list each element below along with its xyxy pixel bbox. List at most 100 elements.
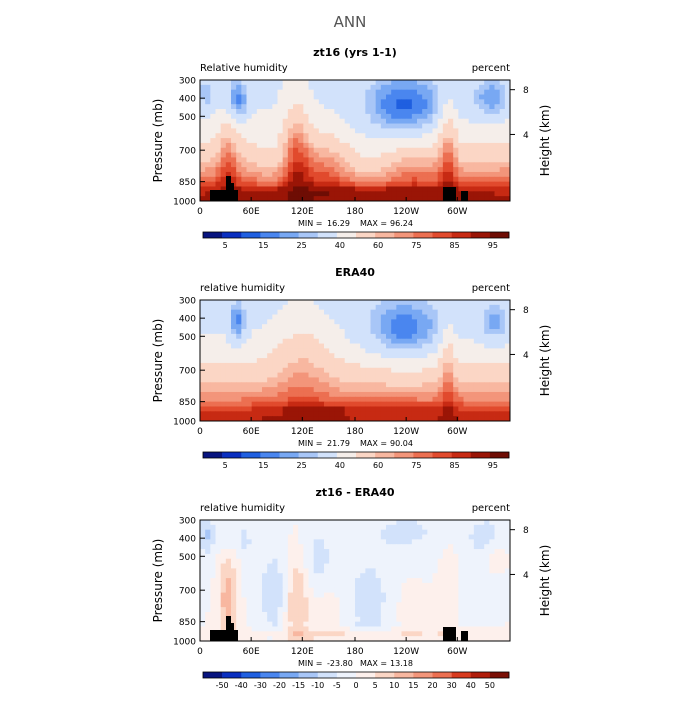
contour-cell <box>349 118 356 124</box>
contour-cell <box>246 157 253 163</box>
contour-cell <box>251 171 258 178</box>
contour-cell <box>494 167 501 173</box>
contour-cell <box>422 167 428 173</box>
contour-cell <box>375 549 382 555</box>
contour-cell <box>370 162 377 168</box>
contour-cell <box>334 152 340 158</box>
contour-cell <box>453 133 459 139</box>
contour-cell <box>484 367 490 373</box>
contour-cell <box>339 324 346 330</box>
contour-cell <box>251 592 258 598</box>
contour-cell <box>442 529 449 535</box>
contour-cell <box>468 416 475 422</box>
contour-cell <box>479 113 485 120</box>
contour-cell <box>298 544 304 550</box>
contour-cell <box>215 621 222 627</box>
contour-cell <box>241 191 247 197</box>
contour-cell <box>401 353 408 359</box>
contour-cell <box>256 411 263 417</box>
contour-cell <box>220 372 227 378</box>
contour-cell <box>432 142 439 149</box>
contour-cell <box>344 396 351 403</box>
contour-cell <box>329 147 335 153</box>
contour-cell <box>355 319 361 325</box>
contour-cell <box>272 343 278 349</box>
contour-cell <box>246 113 253 120</box>
contour-cell <box>318 128 325 134</box>
units-label: percent <box>472 63 510 74</box>
contour-cell <box>370 89 377 95</box>
contour-cell <box>205 602 211 608</box>
contour-cell <box>386 631 392 637</box>
contour-cell <box>411 319 418 325</box>
contour-cell <box>417 181 423 187</box>
contour-cell <box>200 573 206 579</box>
contour-cell <box>386 338 392 344</box>
contour-cell <box>370 568 377 574</box>
contour-cell <box>453 338 459 344</box>
contour-cell <box>287 300 294 306</box>
contour-cell <box>380 84 387 91</box>
contour-cell <box>473 196 480 202</box>
contour-cell <box>277 123 284 129</box>
contour-cell <box>344 142 351 149</box>
contour-cell <box>344 558 351 564</box>
contour-cell <box>396 539 402 545</box>
contour-cell <box>344 80 351 86</box>
contour-cell <box>339 401 346 407</box>
contour-cell <box>442 621 449 627</box>
contour-cell <box>417 162 423 168</box>
contour-cell <box>401 592 408 598</box>
contour-cell <box>349 84 356 91</box>
contour-cell <box>365 333 371 340</box>
contour-cell <box>448 396 454 403</box>
contour-cell <box>272 94 278 100</box>
contour-cell <box>406 104 413 110</box>
contour-cell <box>318 358 325 364</box>
contour-cell <box>256 167 263 173</box>
contour-cell <box>396 602 402 608</box>
contour-cell <box>463 553 470 560</box>
contour-cell <box>406 113 413 120</box>
contour-cell <box>272 631 278 637</box>
contour-cell <box>396 520 402 526</box>
contour-cell <box>463 186 470 192</box>
contour-cell <box>225 396 232 403</box>
contour-cell <box>427 196 433 202</box>
contour-cell <box>318 186 325 192</box>
contour-cell <box>422 123 428 129</box>
max-value: 96.24 <box>390 219 413 228</box>
contour-cell <box>396 319 402 325</box>
contour-cell <box>215 553 222 560</box>
contour-cell <box>411 416 418 422</box>
contour-cell <box>411 372 418 378</box>
contour-cell <box>448 329 454 335</box>
contour-cell <box>380 333 387 340</box>
contour-cell <box>463 319 470 325</box>
contour-cell <box>442 353 449 359</box>
contour-cell <box>210 597 216 603</box>
contour-cell <box>370 626 377 632</box>
contour-cell <box>396 191 402 197</box>
contour-cell <box>246 616 253 623</box>
contour-cell <box>200 524 206 531</box>
contour-cell <box>215 611 222 618</box>
contour-cell <box>246 607 253 613</box>
contour-cell <box>215 396 222 403</box>
contour-cell <box>262 314 268 320</box>
contour-cell <box>303 592 309 598</box>
contour-cell <box>256 587 263 593</box>
contour-cell <box>499 142 506 149</box>
contour-cell <box>293 348 299 354</box>
contour-cell <box>282 358 289 364</box>
panel-title: ERA40 <box>335 266 375 279</box>
contour-cell <box>339 338 346 344</box>
contour-cell <box>406 582 413 589</box>
contour-cell <box>215 304 222 311</box>
contour-cell <box>386 353 392 359</box>
contour-cell <box>298 558 304 564</box>
contour-cell <box>210 396 216 403</box>
contour-cell <box>479 333 485 340</box>
contour-cell <box>422 367 428 373</box>
contour-cell <box>499 607 506 613</box>
